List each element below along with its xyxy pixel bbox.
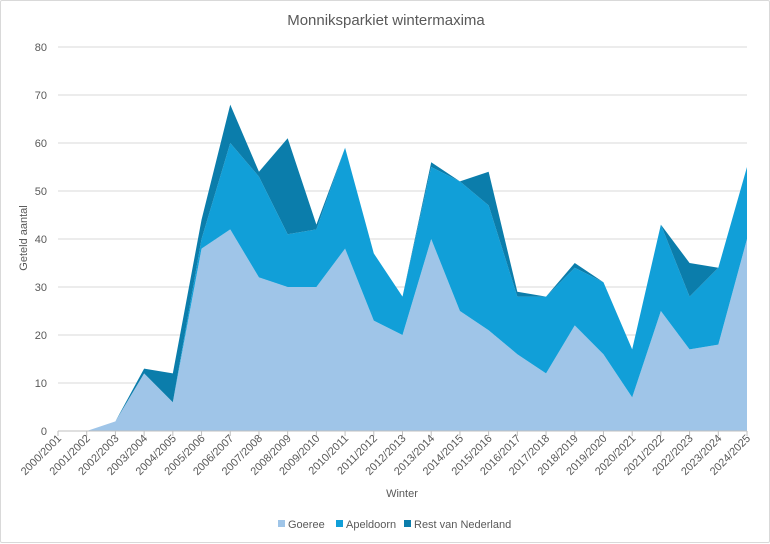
y-tick-label: 80 (35, 42, 47, 54)
legend-item: Apeldoorn (336, 519, 396, 531)
series-areas (58, 104, 747, 431)
y-tick-label: 20 (35, 330, 47, 342)
legend-label: Apeldoorn (346, 519, 396, 531)
y-axis-title: Geteld aantal (18, 205, 30, 270)
y-tick-label: 50 (35, 186, 47, 198)
gridlines (58, 46, 747, 384)
legend-item: Goeree (278, 519, 325, 531)
legend-swatch (404, 520, 411, 527)
y-tick-label: 10 (35, 378, 47, 390)
legend: Goeree Apeldoorn Rest van Nederland (278, 519, 511, 531)
legend-label: Rest van Nederland (414, 519, 511, 531)
y-tick-label: 0 (41, 426, 47, 438)
legend-swatch (336, 520, 343, 527)
legend-item: Rest van Nederland (404, 519, 511, 531)
legend-label: Goeree (288, 519, 325, 531)
y-tick-label: 60 (35, 138, 47, 150)
legend-swatch (278, 520, 285, 527)
y-tick-label: 70 (35, 90, 47, 102)
x-axis-title: Winter (386, 488, 418, 500)
y-tick-label: 40 (35, 234, 47, 246)
chart-title: Monniksparkiet wintermaxima (287, 12, 485, 29)
area-series-2 (58, 104, 747, 431)
area-series-0 (58, 229, 747, 431)
y-tick-label: 30 (35, 282, 47, 294)
area-series-1 (58, 143, 747, 431)
